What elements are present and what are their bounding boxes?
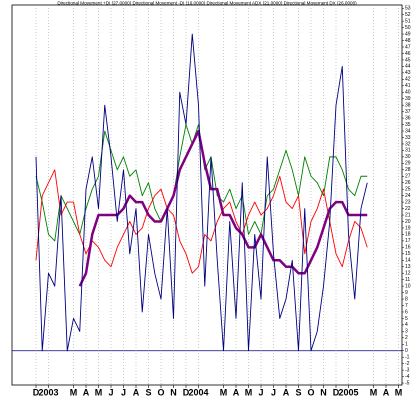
y-tick-label: -3 xyxy=(405,367,410,373)
y-tick-label: 23 xyxy=(405,199,411,205)
x-tick-label: D xyxy=(333,387,340,397)
y-tick-label: 9 xyxy=(405,290,408,296)
y-tick-label: 38 xyxy=(405,102,411,108)
y-tick-label: 22 xyxy=(405,206,411,212)
y-tick-label: 44 xyxy=(405,64,411,70)
y-tick-label: -5 xyxy=(405,380,410,386)
x-tick-label: J xyxy=(108,387,113,397)
x-tick-label: J xyxy=(121,387,126,397)
x-tick-label: A xyxy=(283,387,290,397)
x-tick-label: J xyxy=(271,387,276,397)
x-tick-label: 2005 xyxy=(338,387,358,397)
y-tick-label: 4 xyxy=(405,322,408,328)
x-tick-label: S xyxy=(145,387,151,397)
y-tick-label: 5 xyxy=(405,316,408,322)
y-tick-label: 30 xyxy=(405,154,411,160)
y-tick-label: 41 xyxy=(405,83,411,89)
x-tick-label: M xyxy=(70,387,78,397)
y-tick-label: 37 xyxy=(405,109,411,115)
y-tick-label: 16 xyxy=(405,245,411,251)
y-tick-label: 42 xyxy=(405,77,411,83)
y-tick-label: 50 xyxy=(405,25,411,31)
plot-frame xyxy=(11,4,403,386)
x-tick-label: M xyxy=(220,387,228,397)
y-tick-label: 39 xyxy=(405,96,411,102)
y-tick-label: 10 xyxy=(405,283,411,289)
y-tick-label: 43 xyxy=(405,70,411,76)
series-line xyxy=(35,33,368,352)
y-tick-label: 47 xyxy=(405,44,411,50)
y-tick-label: 19 xyxy=(405,225,411,231)
x-tick-label: A xyxy=(83,387,90,397)
y-tick-label: 13 xyxy=(405,264,411,270)
x-tick-label: 2003 xyxy=(38,387,58,397)
y-tick-label: 29 xyxy=(405,161,411,167)
x-tick-label: S xyxy=(295,387,301,397)
x-tick-label: M xyxy=(95,387,103,397)
y-tick-label: 11 xyxy=(405,277,410,283)
y-tick-label: 26 xyxy=(405,180,411,186)
x-tick-label: D xyxy=(183,387,190,397)
y-tick-label: 15 xyxy=(405,251,411,257)
y-tick-label: 48 xyxy=(405,38,411,44)
y-tick-label: 45 xyxy=(405,57,411,63)
y-tick-label: 53 xyxy=(405,6,411,12)
y-tick-label: 6 xyxy=(405,309,408,315)
y-tick-label: 49 xyxy=(405,31,411,37)
y-tick-label: 25 xyxy=(405,187,411,193)
y-tick-label: 2 xyxy=(405,335,408,341)
y-tick-label: 27 xyxy=(405,174,411,180)
y-tick-label: -4 xyxy=(405,374,410,380)
y-tick-label: 12 xyxy=(405,271,411,277)
y-tick-label: -1 xyxy=(405,355,410,361)
y-tick-label: 35 xyxy=(405,122,411,128)
y-tick-label: 46 xyxy=(405,51,411,57)
y-tick-label: -2 xyxy=(405,361,410,367)
y-tick-label: 40 xyxy=(405,90,411,96)
x-tick-label: M xyxy=(370,387,378,397)
y-tick-label: 7 xyxy=(405,303,408,309)
x-tick-label: N xyxy=(170,387,177,397)
x-tick-label: M xyxy=(245,387,253,397)
y-tick-label: 24 xyxy=(405,193,411,199)
x-tick-label: A xyxy=(233,387,240,397)
y-tick-label: 28 xyxy=(405,167,411,173)
y-tick-label: 51 xyxy=(405,18,411,24)
y-tick-label: 3 xyxy=(405,329,408,335)
y-tick-label: 17 xyxy=(405,238,411,244)
y-tick-label: 20 xyxy=(405,219,411,225)
y-tick-label: 52 xyxy=(405,12,411,18)
y-tick-label: 36 xyxy=(405,115,411,121)
y-tick-label: 21 xyxy=(405,212,411,218)
y-tick-label: 33 xyxy=(405,135,411,141)
x-tick-label: O xyxy=(157,387,164,397)
y-tick-label: 31 xyxy=(405,148,411,154)
x-tick-label: N xyxy=(320,387,327,397)
y-tick-label: 8 xyxy=(405,296,408,302)
y-tick-label: 34 xyxy=(405,128,411,134)
x-tick-label: O xyxy=(307,387,314,397)
x-tick-label: J xyxy=(258,387,263,397)
y-tick-label: 14 xyxy=(405,258,411,264)
series-line xyxy=(78,129,368,287)
y-tick-label: 0 xyxy=(405,348,408,354)
y-tick-label: 1 xyxy=(405,342,408,348)
y-tick-label: 18 xyxy=(405,232,411,238)
x-tick-label: A xyxy=(383,387,390,397)
chart-title: Directional Movement +DI (27.0000) Direc… xyxy=(57,1,357,6)
x-tick-label: 2004 xyxy=(188,387,208,397)
x-tick-label: D xyxy=(33,387,40,397)
y-tick-label: 32 xyxy=(405,141,411,147)
x-tick-label: M xyxy=(395,387,403,397)
x-tick-label: A xyxy=(133,387,140,397)
